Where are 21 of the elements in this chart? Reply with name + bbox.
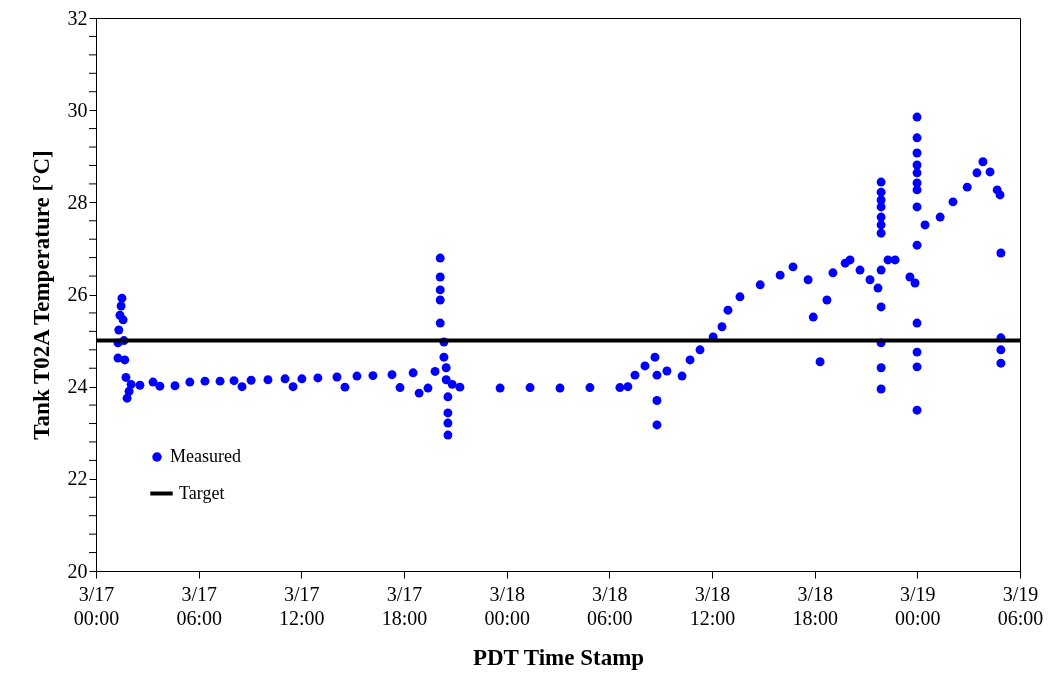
x-tick-label: 3/17 12:00 — [279, 582, 325, 629]
x-tick-label: 3/19 06:00 — [997, 582, 1044, 629]
y-tick-label: 30 — [67, 98, 88, 121]
y-tick-label: 26 — [67, 283, 88, 305]
x-tick-label: 3/17 00:00 — [73, 582, 120, 629]
x-tick-label: 3/18 12:00 — [689, 582, 736, 629]
y-tick-label: 32 — [67, 6, 88, 29]
x-tick-label: 3/18 00:00 — [484, 582, 530, 629]
x-tick-label: 3/17 06:00 — [176, 582, 222, 629]
x-tick-label: 3/18 06:00 — [587, 582, 633, 629]
y-tick-label: 22 — [67, 467, 88, 490]
x-tick-label: 3/18 18:00 — [792, 582, 838, 629]
x-tick-label: 3/17 18:00 — [381, 582, 428, 629]
y-axis-title: Tank T02A Temperature [°C] — [28, 150, 54, 440]
y-tick-label: 28 — [67, 190, 88, 213]
y-tick-label: 24 — [67, 375, 88, 398]
y-tick-label: 20 — [67, 559, 88, 582]
x-tick-label: 3/19 00:00 — [895, 582, 941, 629]
legend-label: Measured — [170, 446, 241, 466]
legend-label: Target — [179, 482, 225, 503]
x-axis-title: PDT Time Stamp — [472, 644, 645, 670]
